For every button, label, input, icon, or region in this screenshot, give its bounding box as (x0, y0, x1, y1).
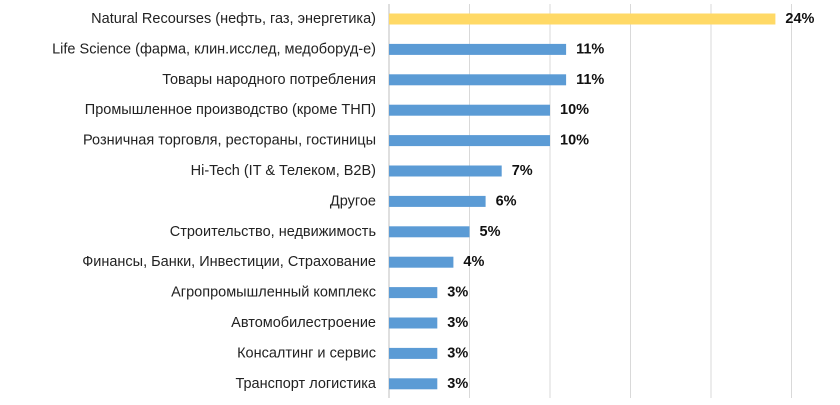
data-label: 11% (576, 72, 604, 88)
category-label: Финансы, Банки, Инвестиции, Страхование (82, 254, 376, 270)
category-label: Natural Recourses (нефть, газ, энергетик… (91, 11, 376, 27)
data-label: 3% (447, 345, 468, 361)
bar (389, 43, 567, 55)
category-label: Консалтинг и сервис (237, 345, 376, 361)
bar (389, 317, 438, 329)
category-label: Транспорт логистика (235, 376, 376, 392)
category-label: Промышленное производство (кроме ТНП) (85, 102, 376, 118)
bar (389, 74, 567, 86)
bar (389, 347, 438, 359)
data-label: 5% (480, 224, 501, 240)
bar (389, 13, 776, 25)
bar (389, 287, 438, 299)
category-labels: Natural Recourses (нефть, газ, энергетик… (52, 11, 377, 392)
category-label: Другое (330, 193, 376, 209)
category-label: Розничная торговля, рестораны, гостиницы (83, 133, 376, 149)
data-label: 3% (447, 285, 468, 301)
data-label: 4% (463, 254, 484, 270)
data-label: 24% (785, 11, 814, 27)
bar (389, 165, 502, 177)
category-label: Товары народного потребления (162, 72, 376, 88)
category-label: Life Science (фарма, клин.исслед, медобо… (52, 41, 376, 57)
category-label: Автомобилестроение (231, 315, 376, 331)
bar (389, 226, 470, 238)
bars (389, 13, 776, 390)
data-label: 11% (576, 41, 604, 57)
bar (389, 195, 486, 207)
category-label: Строительство, недвижимость (170, 224, 376, 240)
data-label: 7% (512, 163, 533, 179)
data-label: 10% (560, 102, 589, 118)
category-label: Агропромышленный комплекс (171, 285, 376, 301)
bar (389, 135, 550, 147)
bar (389, 378, 438, 390)
bar (389, 256, 454, 268)
category-label: Hi-Tech (IT & Телеком, B2B) (191, 163, 376, 179)
value-labels: 24% 11% 11% 10% 10% 7% 6% 5% 4% 3% 3% 3% 3% (447, 11, 814, 392)
data-label: 3% (447, 315, 468, 331)
data-label: 3% (447, 376, 468, 392)
data-label: 6% (496, 193, 517, 209)
data-label: 10% (560, 133, 589, 149)
bar (389, 104, 550, 116)
